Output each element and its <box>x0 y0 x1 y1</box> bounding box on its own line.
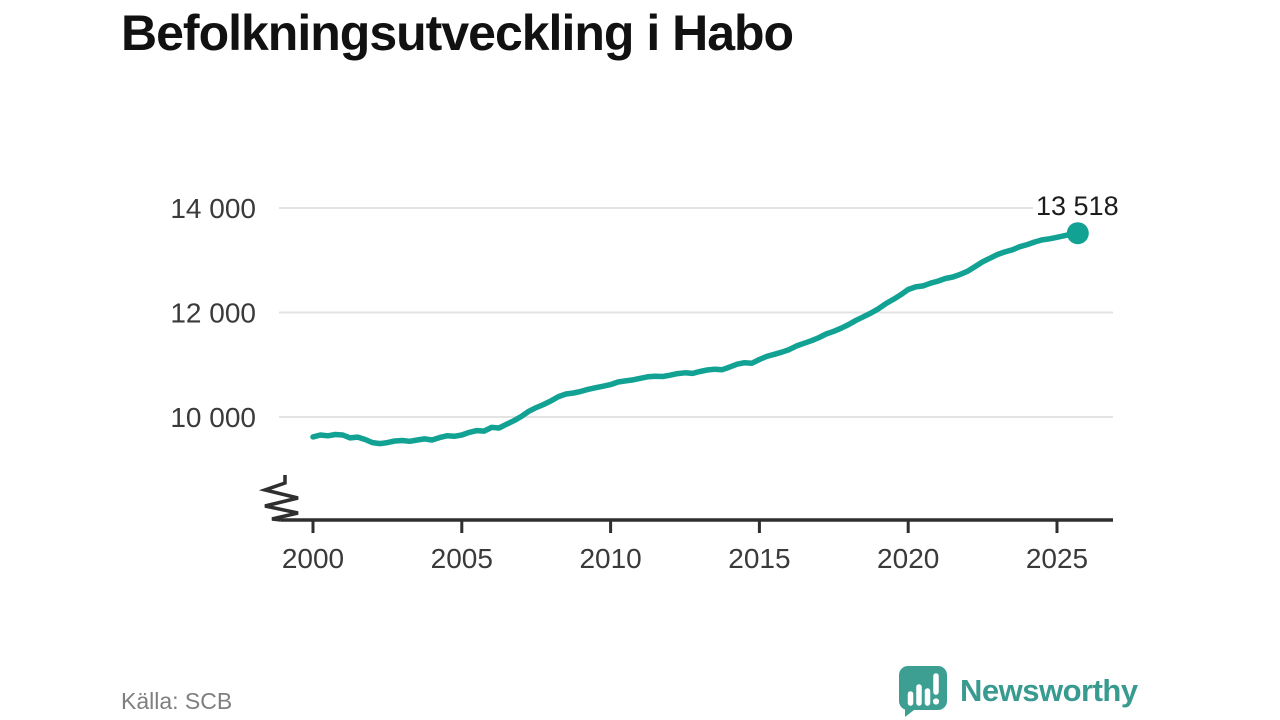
y-tick-label: 10 000 <box>170 402 256 433</box>
newsworthy-logo: Newsworthy <box>898 665 1168 717</box>
source-note: Källa: SCB <box>121 688 233 714</box>
latest-value-dot <box>1066 222 1089 245</box>
x-tick-label: 2025 <box>1026 543 1088 574</box>
x-axis: 2000 2005 2010 2015 2020 2025 <box>258 475 1113 574</box>
latest-value-label: 13 518 <box>1033 191 1122 222</box>
page-title: Befolkningsutveckling i Habo <box>121 5 794 61</box>
x-axis-ticks <box>311 520 1059 533</box>
y-axis-labels: 10 000 12 000 14 000 <box>170 193 256 433</box>
newsworthy-wordmark: Newsworthy <box>960 673 1138 708</box>
x-tick-label: 2010 <box>579 543 641 574</box>
population-series <box>310 222 1089 447</box>
x-tick-label: 2000 <box>282 543 344 574</box>
x-tick-label: 2005 <box>431 543 493 574</box>
x-axis-tick-labels: 2000 2005 2010 2015 2020 2025 <box>282 543 1088 574</box>
gridlines <box>279 207 1113 418</box>
y-tick-label: 14 000 <box>170 193 256 224</box>
y-tick-label: 12 000 <box>170 298 256 329</box>
x-tick-label: 2015 <box>728 543 790 574</box>
x-tick-label: 2020 <box>877 543 939 574</box>
axis-break-zigzag-icon <box>258 475 299 522</box>
population-trend-line <box>310 230 1081 447</box>
newsworthy-bubble-icon <box>899 666 947 717</box>
